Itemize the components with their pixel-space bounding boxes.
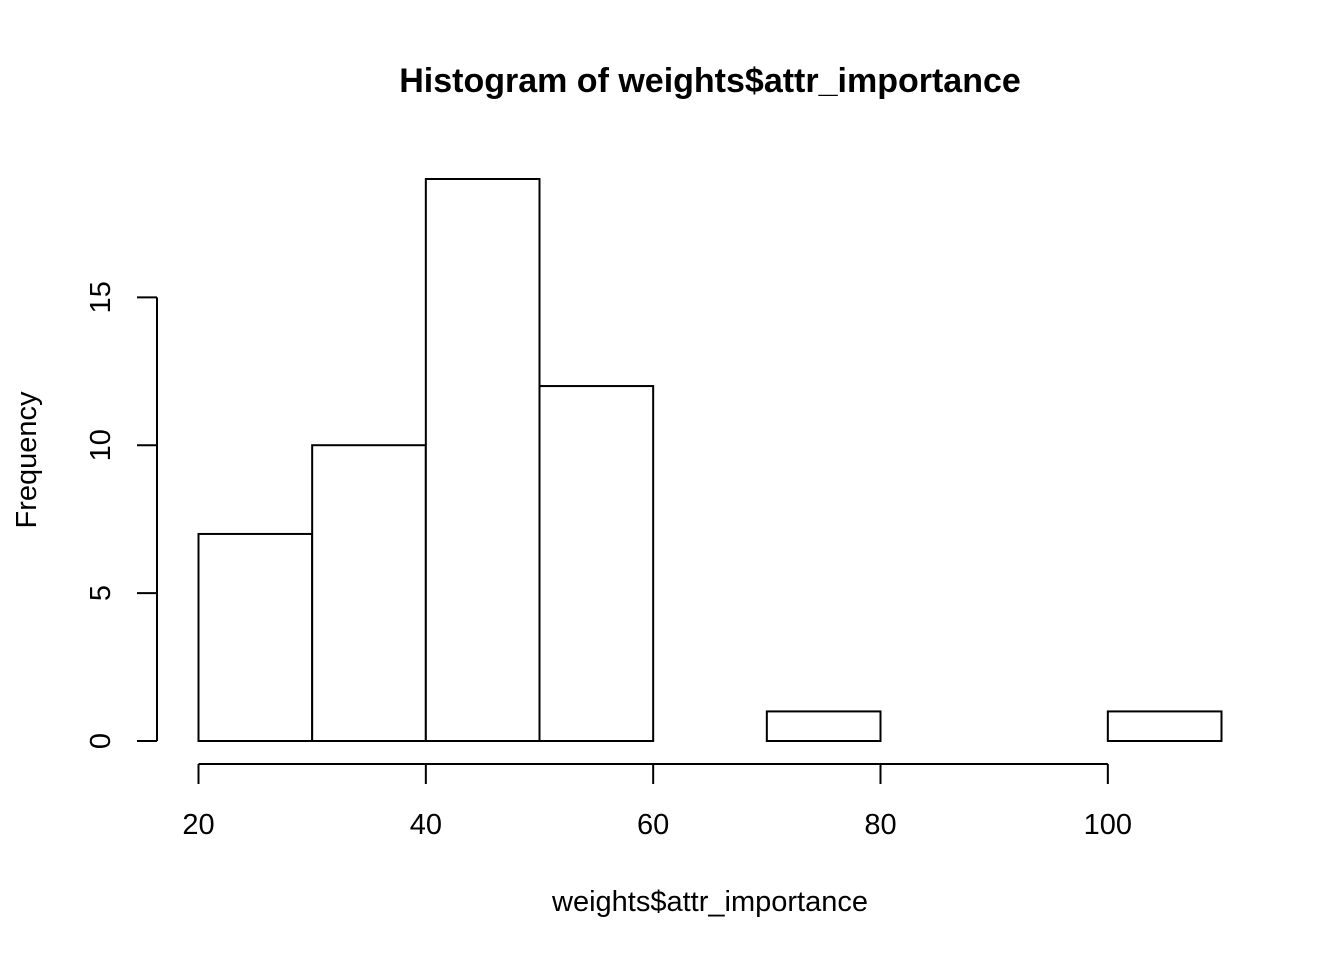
x-tick-label: 80 [864,809,896,841]
chart-title: Histogram of weights$attr_importance [399,62,1021,100]
x-tick-label: 100 [1084,809,1132,841]
y-tick-label: 10 [85,429,117,461]
x-tick-label: 20 [182,809,214,841]
y-tick-label: 0 [85,733,117,749]
histogram-bar [424,178,541,742]
histogram-bar [765,710,882,743]
y-tick-label: 5 [85,585,117,601]
histogram-bar [1106,710,1223,743]
x-axis: 20 40 60 80 100 [182,763,1132,841]
x-tick-label: 40 [410,809,442,841]
bars-group [197,178,1223,743]
histogram-bar [311,444,427,742]
y-tick-label: 15 [85,281,117,313]
x-tick-label: 60 [637,809,669,841]
y-axis: 0 5 10 15 [85,281,158,749]
histogram-bar [538,385,655,742]
x-axis-label: weights$attr_importance [551,886,868,918]
histogram-bar [197,532,314,743]
y-axis-label: Frequency [11,391,43,529]
